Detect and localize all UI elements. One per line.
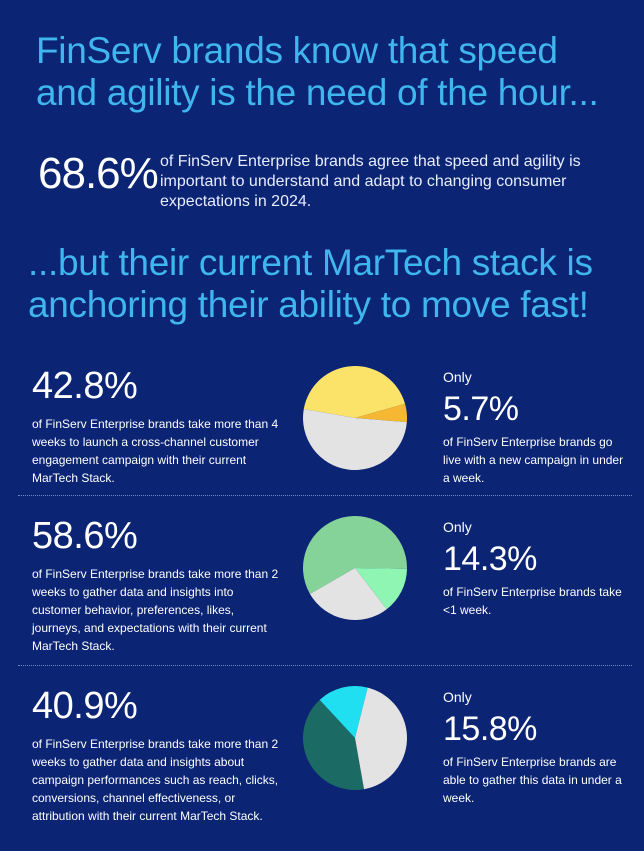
headline-primary: FinServ brands know that speed and agili… [36, 30, 599, 113]
right-text: of FinServ Enterprise brands are able to… [443, 755, 622, 805]
right-stat: 14.3% [443, 540, 537, 578]
stat-row-customer-insights: 58.6% of FinServ Enterprise brands take … [0, 515, 644, 681]
pie-slice-0 [303, 366, 406, 418]
only-label: Only [443, 369, 472, 385]
hero-text: of FinServ Enterprise brands agree that … [160, 153, 581, 210]
pie-slice-1 [319, 686, 368, 738]
pie-chart-campaign-performance [303, 686, 407, 790]
headline-secondary: ...but their current MarTech stack is an… [28, 242, 593, 325]
row-divider [18, 665, 632, 666]
row-divider [18, 495, 632, 496]
left-stat: 40.9% [32, 685, 138, 727]
pie-slice-1 [355, 403, 407, 423]
left-text: of FinServ Enterprise brands take more t… [32, 417, 279, 485]
pie-slice-2 [355, 687, 407, 790]
left-text: of FinServ Enterprise brands take more t… [32, 737, 279, 823]
pie-chart-customer-insights [303, 516, 407, 620]
left-text: of FinServ Enterprise brands take more t… [32, 567, 279, 653]
pie-slice-1 [355, 568, 407, 610]
only-label: Only [443, 689, 472, 705]
pie-slice-2 [309, 568, 387, 620]
hero-stat: 68.6% [38, 149, 159, 198]
stat-row-campaign-performance: 40.9% of FinServ Enterprise brands take … [0, 685, 644, 851]
right-stat: 15.8% [443, 710, 537, 748]
left-stat: 42.8% [32, 365, 138, 407]
pie-slice-2 [303, 408, 407, 470]
right-stat: 5.7% [443, 390, 519, 428]
pie-chart-launch [303, 366, 407, 470]
right-text: of FinServ Enterprise brands go live wit… [443, 435, 624, 485]
stat-row-launch: 42.8% of FinServ Enterprise brands take … [0, 365, 644, 531]
pie-slice-0 [303, 516, 407, 594]
left-stat: 58.6% [32, 515, 138, 557]
pie-slice-0 [303, 699, 365, 790]
right-text: of FinServ Enterprise brands take <1 wee… [443, 585, 622, 617]
only-label: Only [443, 519, 472, 535]
